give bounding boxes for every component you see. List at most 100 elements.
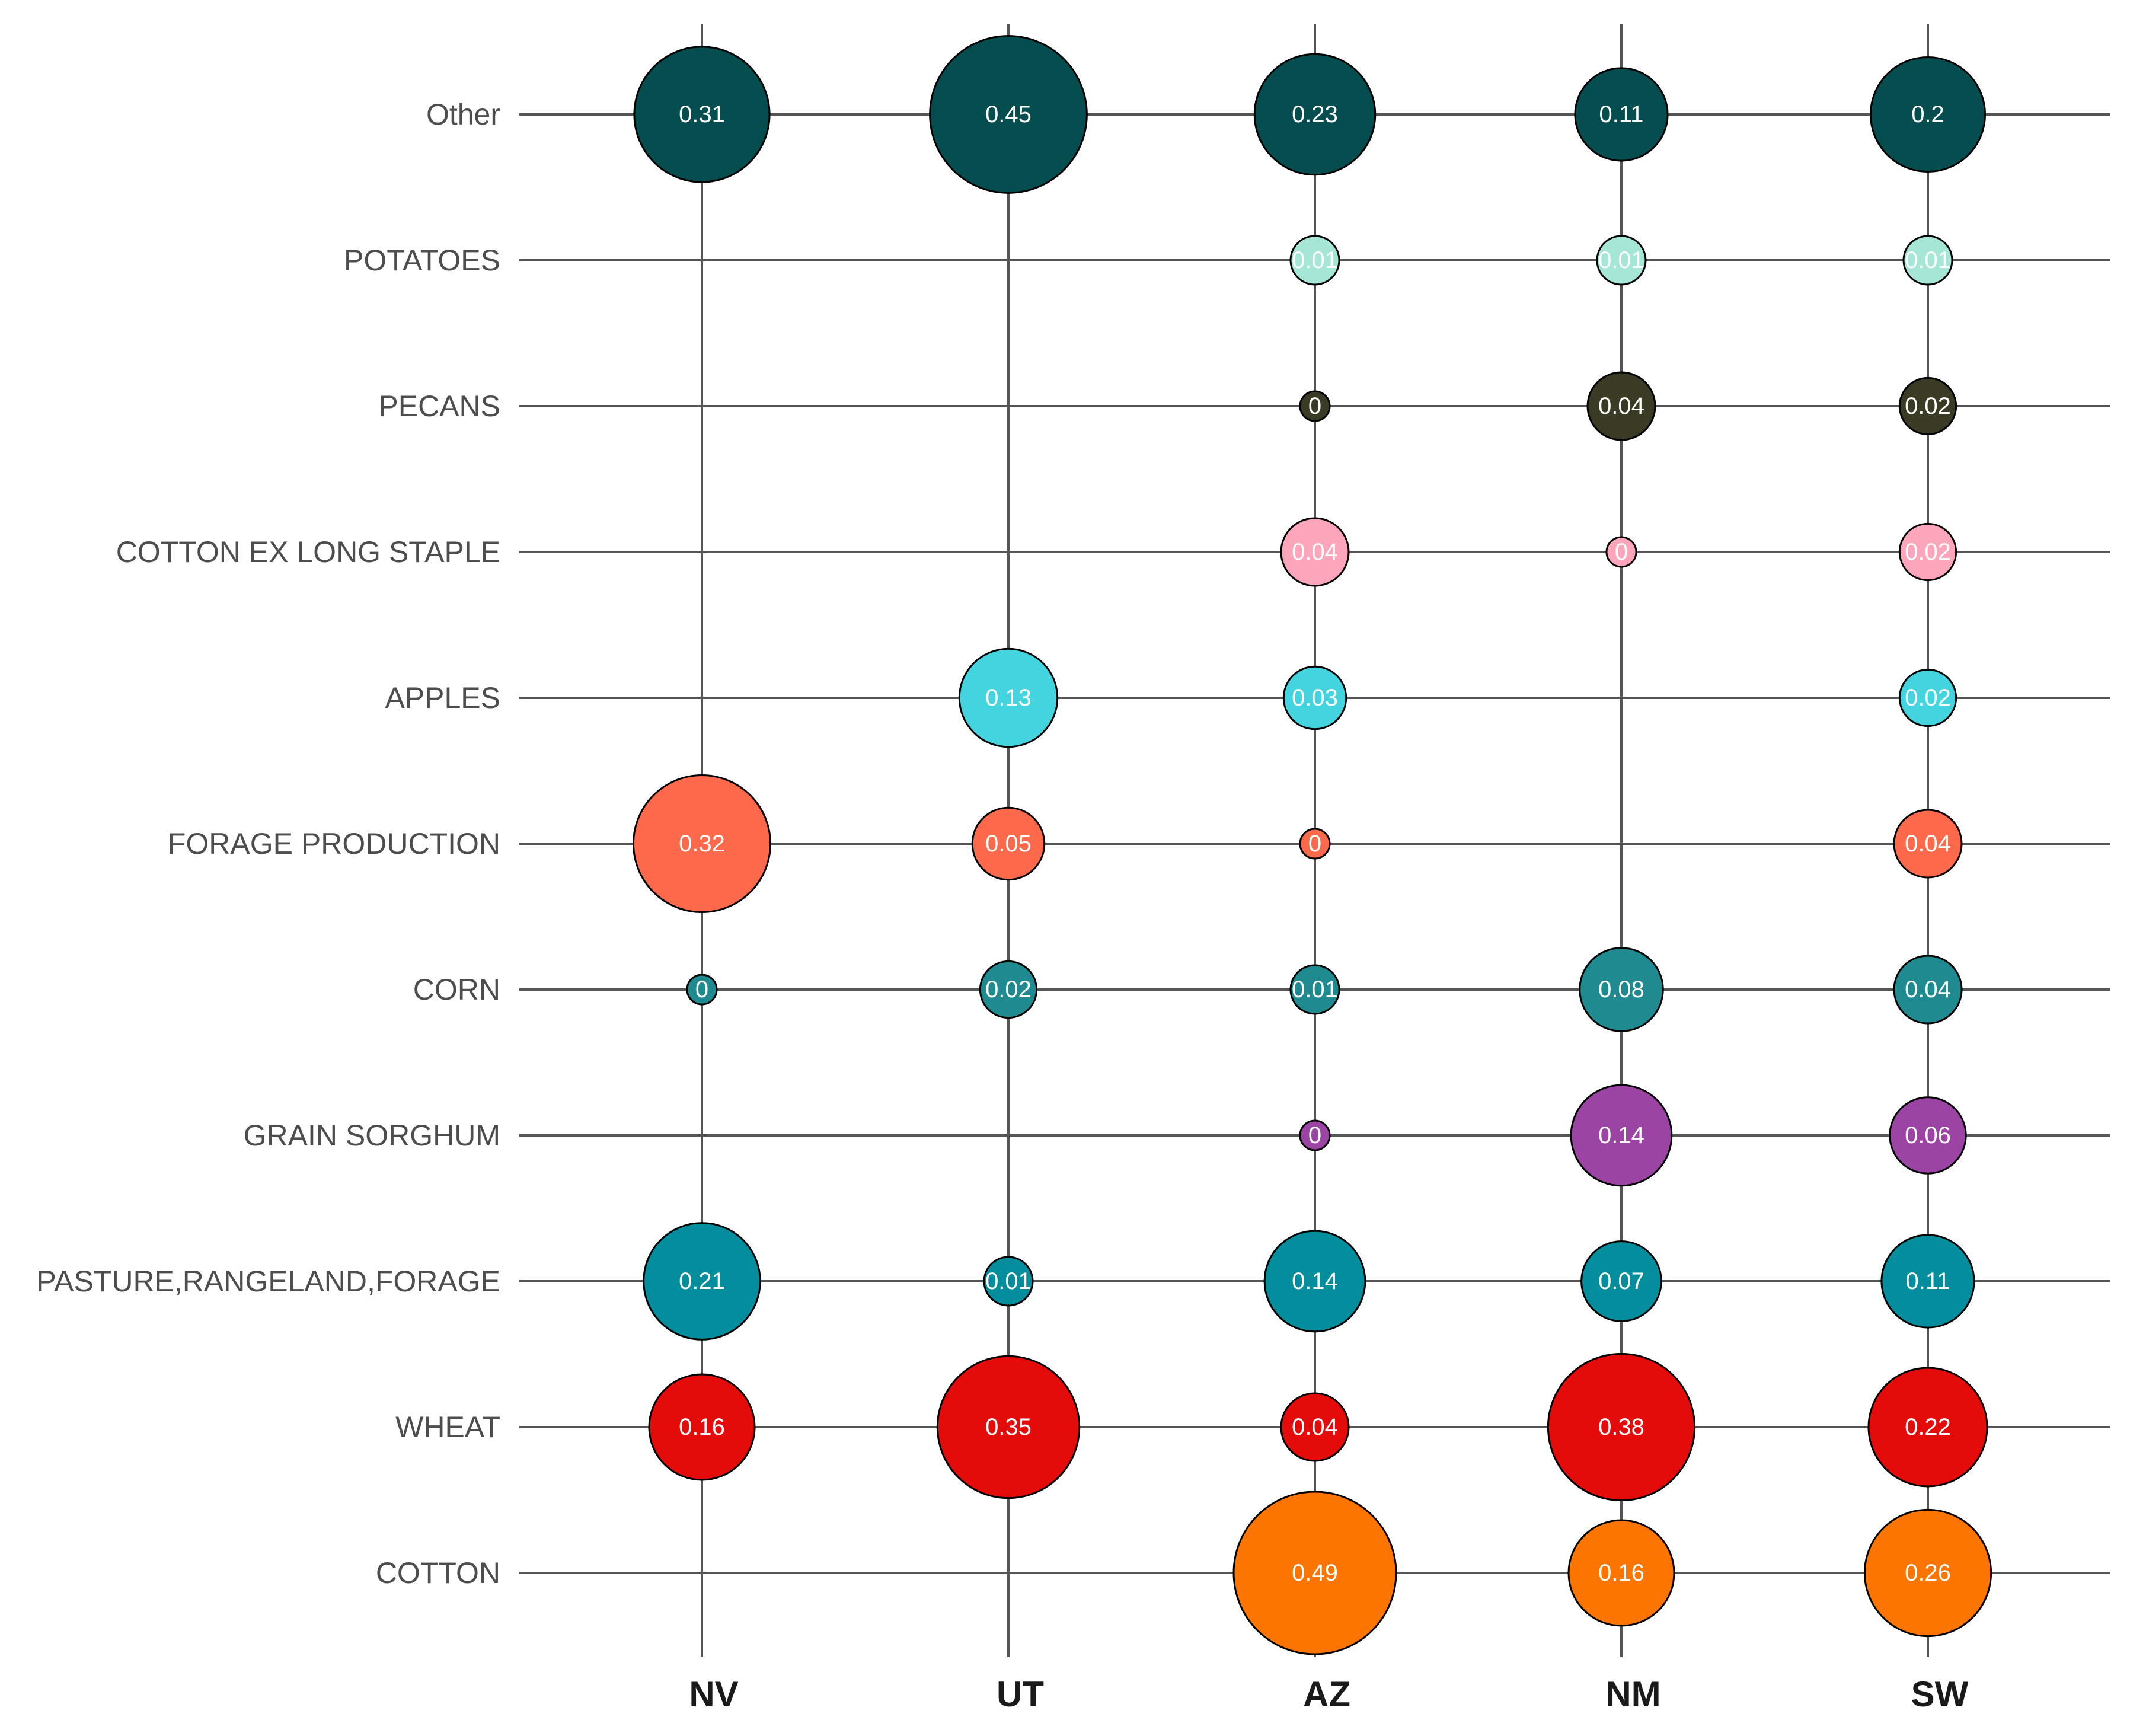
bubble-az-grain-sorghum	[1299, 1119, 1331, 1151]
x-tick-label-nv: NV	[689, 1674, 738, 1714]
bubble-nm-pasture-rangeland-forage	[1580, 1240, 1662, 1322]
data-label-az-potatoes: 0.01	[1292, 247, 1338, 273]
bubble-az-pecans	[1299, 390, 1331, 422]
bubble-nv-corn	[686, 974, 718, 1006]
bubble-sw-forage-production	[1893, 809, 1963, 879]
bubble-ut-wheat	[936, 1355, 1081, 1499]
y-tick-label-cotton-ex-long-staple: COTTON EX LONG STAPLE	[116, 535, 500, 569]
bubble-sw-corn	[1893, 955, 1963, 1025]
bubble-az-forage-production	[1299, 828, 1331, 860]
x-tick-label-ut: UT	[997, 1674, 1044, 1714]
data-label-ut-pasture-rangeland-forage: 0.01	[985, 1268, 1032, 1294]
bubble-ut-corn	[979, 960, 1038, 1019]
bubble-sw-pasture-rangeland-forage	[1880, 1234, 1975, 1329]
x-axis-labels: NV UT AZ NM SW	[689, 1674, 1968, 1714]
data-label-ut-corn: 0.02	[985, 976, 1032, 1003]
data-label-sw-apples: 0.02	[1905, 685, 1951, 711]
bubble-az-other	[1253, 53, 1377, 176]
y-tick-label-apples: APPLES	[385, 681, 500, 714]
data-label-nm-wheat: 0.38	[1598, 1414, 1644, 1440]
data-label-nm-potatoes: 0.01	[1598, 247, 1644, 273]
bubble-nm-wheat	[1547, 1352, 1696, 1502]
data-label-ut-wheat: 0.35	[985, 1414, 1032, 1440]
data-label-ut-apples: 0.13	[985, 685, 1032, 711]
data-label-nm-cotton: 0.16	[1598, 1560, 1644, 1586]
bubble-nv-pasture-rangeland-forage	[643, 1222, 761, 1341]
data-label-nv-forage-production: 0.32	[679, 831, 725, 857]
data-label-az-corn: 0.01	[1292, 976, 1338, 1003]
y-tick-label-forage-production: FORAGE PRODUCTION	[168, 827, 500, 860]
x-tick-label-az: AZ	[1303, 1674, 1350, 1714]
data-label-sw-potatoes: 0.01	[1905, 247, 1951, 273]
data-labels: 0.31 0.45 0.23 0.11 0.2 0.01 0.01 0.01 0 0.04 0.02…	[679, 101, 1951, 1586]
bubbles	[632, 35, 1992, 1655]
data-label-az-forage-production: 0	[1308, 831, 1321, 857]
data-label-sw-pasture-rangeland-forage: 0.11	[1906, 1268, 1950, 1294]
bubble-sw-apples	[1898, 668, 1957, 727]
bubble-ut-other	[929, 35, 1088, 194]
data-label-nm-other: 0.11	[1599, 101, 1644, 127]
bubble-ut-apples	[958, 647, 1059, 748]
data-label-nv-other: 0.31	[679, 101, 725, 127]
data-label-az-cotton-ex-long-staple: 0.04	[1292, 539, 1338, 565]
data-label-nv-pasture-rangeland-forage: 0.21	[679, 1268, 725, 1294]
bubble-sw-pecans	[1898, 376, 1957, 436]
bubble-az-potatoes	[1289, 235, 1340, 286]
y-tick-label-other: Other	[426, 98, 500, 131]
bubble-az-wheat	[1280, 1392, 1350, 1462]
bubble-ut-pasture-rangeland-forage	[983, 1256, 1034, 1307]
bubble-nm-cotton	[1567, 1519, 1675, 1627]
data-label-az-grain-sorghum: 0	[1308, 1122, 1321, 1148]
y-tick-label-corn: CORN	[413, 973, 500, 1006]
bubble-nv-forage-production	[632, 774, 772, 914]
data-label-az-cotton: 0.49	[1292, 1560, 1338, 1586]
bubble-sw-potatoes	[1902, 235, 1953, 286]
x-tick-label-nm: NM	[1605, 1674, 1660, 1714]
bubble-nv-wheat	[648, 1373, 756, 1481]
bubble-nm-pecans	[1586, 371, 1656, 441]
y-tick-label-wheat: WHEAT	[395, 1410, 500, 1444]
data-label-nm-cotton-ex-long-staple: 0	[1615, 539, 1628, 565]
data-label-az-wheat: 0.04	[1292, 1414, 1338, 1440]
data-label-ut-forage-production: 0.05	[985, 831, 1032, 857]
data-label-sw-other: 0.2	[1911, 101, 1944, 127]
bubble-sw-other	[1869, 56, 1987, 173]
data-label-nm-corn: 0.08	[1598, 976, 1644, 1003]
y-tick-label-grain-sorghum: GRAIN SORGHUM	[244, 1119, 500, 1152]
data-label-nm-pasture-rangeland-forage: 0.07	[1598, 1268, 1644, 1294]
bubble-az-pasture-rangeland-forage	[1263, 1230, 1366, 1333]
bubble-nm-potatoes	[1596, 235, 1647, 286]
data-label-nv-wheat: 0.16	[679, 1414, 725, 1440]
data-label-az-other: 0.23	[1292, 101, 1338, 127]
bubble-nm-cotton-ex-long-staple	[1605, 536, 1637, 568]
bubble-nm-corn	[1579, 947, 1664, 1032]
bubble-nv-other	[633, 46, 771, 183]
bubble-az-corn	[1289, 964, 1340, 1015]
bubble-sw-grain-sorghum	[1889, 1096, 1967, 1175]
bubble-nm-grain-sorghum	[1570, 1084, 1673, 1187]
bubble-sw-wheat	[1867, 1367, 1988, 1488]
bubble-az-cotton-ex-long-staple	[1280, 517, 1350, 587]
data-label-az-pecans: 0	[1308, 393, 1321, 419]
data-label-sw-corn: 0.04	[1905, 976, 1951, 1003]
data-label-nm-grain-sorghum: 0.14	[1598, 1122, 1644, 1148]
data-label-az-apples: 0.03	[1292, 685, 1338, 711]
data-label-ut-other: 0.45	[985, 101, 1032, 127]
data-label-az-pasture-rangeland-forage: 0.14	[1292, 1268, 1338, 1294]
bubble-sw-cotton-ex-long-staple	[1898, 522, 1957, 582]
y-tick-label-potatoes: POTATOES	[344, 244, 500, 277]
data-label-sw-grain-sorghum: 0.06	[1905, 1122, 1951, 1148]
y-tick-label-cotton: COTTON	[376, 1556, 500, 1590]
data-label-nm-pecans: 0.04	[1598, 393, 1644, 419]
data-label-nv-corn: 0	[695, 976, 708, 1003]
bubble-nm-other	[1574, 67, 1669, 162]
bubble-az-apples	[1282, 665, 1347, 730]
data-label-sw-wheat: 0.22	[1905, 1414, 1951, 1440]
y-tick-label-pasture-rangeland-forage: PASTURE,RANGELAND,FORAGE	[36, 1265, 500, 1298]
bubble-ut-forage-production	[971, 806, 1046, 881]
bubble-sw-cotton	[1863, 1508, 1992, 1638]
x-tick-label-sw: SW	[1911, 1674, 1969, 1714]
bubble-az-cotton	[1232, 1491, 1397, 1655]
